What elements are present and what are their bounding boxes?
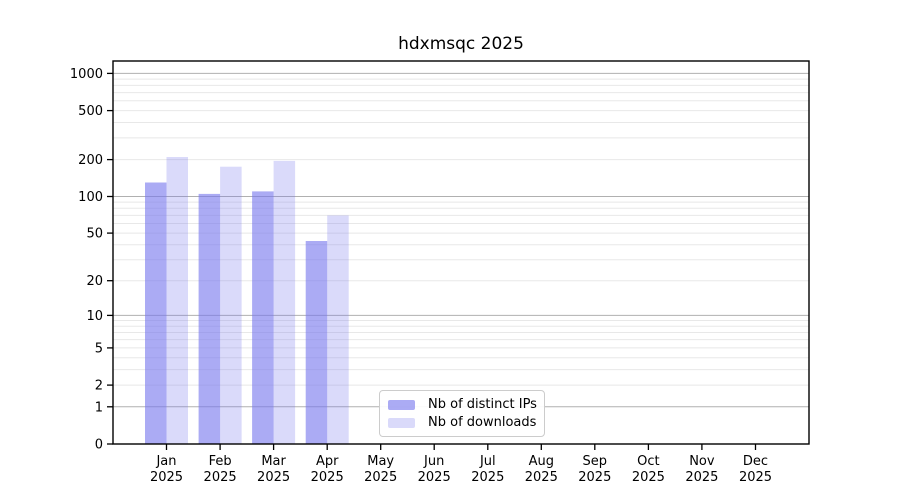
bar-downloads-jan	[166, 157, 188, 444]
y-tick-label: 1	[95, 400, 103, 415]
x-tick-label-year: 2025	[364, 470, 397, 485]
plot-border	[112, 60, 810, 445]
x-tick-label-month: Jul	[479, 454, 496, 469]
x-tick-label-year: 2025	[418, 470, 451, 485]
x-tick-label-month: Feb	[209, 454, 232, 469]
y-tick-label: 20	[86, 274, 103, 289]
bar-distinct-ips-feb	[198, 193, 221, 444]
y-tick-label: 1000	[70, 67, 103, 82]
x-tick-label-year: 2025	[204, 470, 237, 485]
legend-label-distinct-ips: Nb of distinct IPs	[428, 397, 537, 412]
legend-swatch-downloads	[388, 417, 415, 428]
x-tick-label-year: 2025	[525, 470, 558, 485]
x-tick-label-year: 2025	[471, 470, 504, 485]
legend-label-downloads: Nb of downloads	[428, 415, 537, 430]
y-tick-label: 200	[78, 153, 103, 168]
x-tick-label-year: 2025	[257, 470, 290, 485]
legend-swatch-distinct-ips	[388, 399, 415, 410]
y-tick-label: 50	[86, 227, 103, 242]
bar-downloads-mar	[273, 160, 296, 444]
y-tick-label: 5	[95, 341, 103, 356]
x-tick-label-year: 2025	[578, 470, 611, 485]
bar-distinct-ips-mar	[252, 191, 274, 444]
x-tick-label-month: Aug	[529, 454, 554, 469]
bar-distinct-ips-apr	[305, 241, 328, 444]
y-tick-label: 2	[95, 379, 103, 394]
x-tick-label-month: May	[367, 454, 394, 469]
x-tick-label-month: Nov	[689, 454, 715, 469]
x-tick-label-month: Jun	[423, 454, 444, 469]
x-tick-label-month: Sep	[583, 454, 608, 469]
y-tick-label: 100	[78, 190, 103, 205]
x-tick-label-month: Oct	[637, 454, 659, 469]
x-tick-label-year: 2025	[632, 470, 665, 485]
legend-item-downloads: Nb of downloads	[388, 415, 536, 430]
bar-downloads-apr	[327, 215, 349, 444]
x-tick-label-year: 2025	[685, 470, 718, 485]
y-tick-label: 500	[78, 104, 103, 119]
x-tick-label-month: Dec	[743, 454, 768, 469]
x-tick-label-year: 2025	[150, 470, 183, 485]
x-tick-label-year: 2025	[311, 470, 344, 485]
y-tick-label: 0	[95, 438, 103, 453]
x-tick-label-year: 2025	[739, 470, 772, 485]
y-tick-label: 10	[86, 309, 103, 324]
bar-downloads-feb	[220, 166, 242, 444]
x-tick-label-month: Mar	[261, 454, 286, 469]
x-tick-label-month: Apr	[316, 454, 339, 469]
legend-item-distinct-ips: Nb of distinct IPs	[388, 397, 537, 412]
legend: Nb of distinct IPs Nb of downloads	[379, 390, 545, 437]
x-tick-label-month: Jan	[155, 454, 176, 469]
chart-title: hdxmsqc 2025	[398, 34, 524, 54]
bar-distinct-ips-jan	[145, 182, 167, 444]
